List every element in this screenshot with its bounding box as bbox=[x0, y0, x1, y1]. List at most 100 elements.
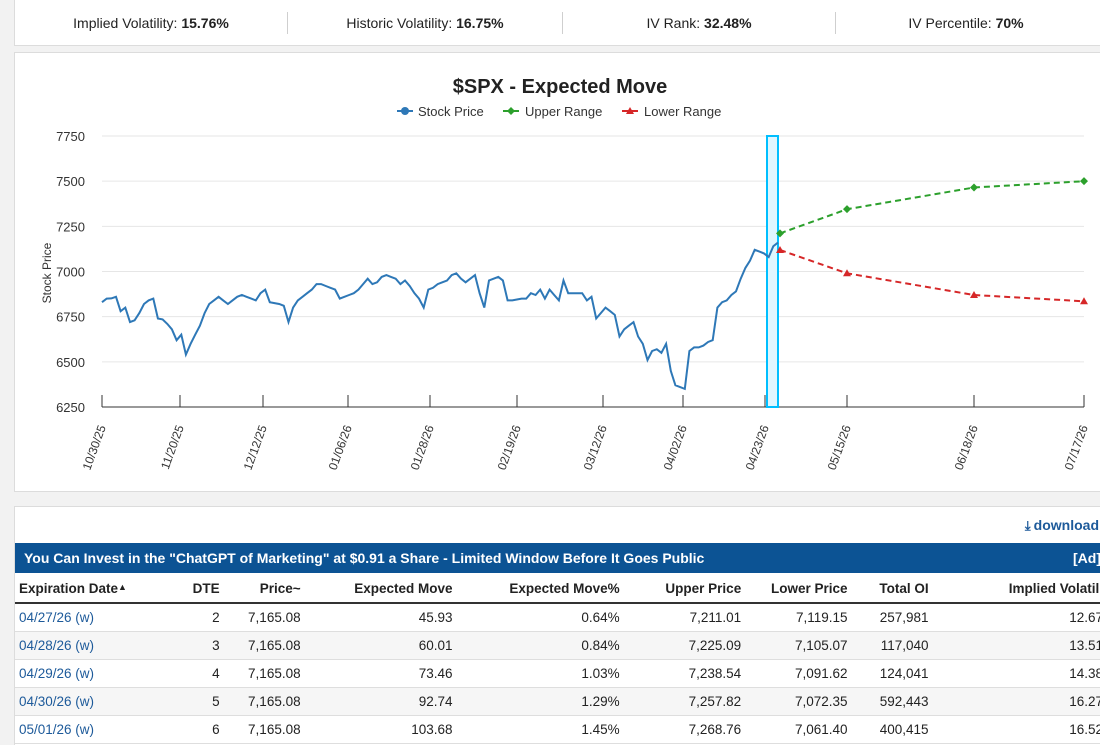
x-tick-label: 04/02/26 bbox=[661, 423, 690, 472]
table-row: 04/30/26 (w) 5 7,165.08 92.74 1.29% 7,257.82 7… bbox=[15, 687, 1100, 716]
download-label: download bbox=[1033, 517, 1099, 533]
col-header-upper-price[interactable]: Upper Price bbox=[619, 575, 742, 604]
x-tick-label: 12/12/25 bbox=[241, 423, 270, 472]
col-header-price[interactable]: Price~ bbox=[219, 575, 301, 604]
upper-range-point bbox=[1080, 177, 1088, 186]
table-header-row: Expiration Date▲ DTE Price~ Expected Mov… bbox=[15, 575, 1100, 604]
stat-value: 32.48% bbox=[704, 14, 752, 31]
stat-iv-percentile: IV Percentile: 70% bbox=[836, 15, 1096, 31]
y-tick-label: 6500 bbox=[56, 355, 85, 370]
lower-range-line bbox=[779, 249, 1085, 303]
legend-marker-lower bbox=[626, 107, 634, 114]
table-cell: 12.67% bbox=[928, 603, 1100, 632]
y-tick-label: 6750 bbox=[56, 310, 85, 325]
table-cell: 1.03% bbox=[452, 659, 620, 688]
x-tick-label: 06/18/26 bbox=[952, 423, 981, 472]
col-header-expected-move-pct[interactable]: Expected Move% bbox=[452, 575, 620, 604]
table-cell: 124,041 bbox=[847, 659, 929, 688]
ad-text: You Can Invest in the "ChatGPT of Market… bbox=[24, 550, 705, 566]
table-row: 05/01/26 (w) 6 7,165.08 103.68 1.45% 7,268.76… bbox=[15, 715, 1100, 744]
stat-value: 15.76% bbox=[181, 14, 229, 31]
expiration-date-link[interactable]: 05/01/26 (w) bbox=[15, 715, 167, 744]
table-row: 04/28/26 (w) 3 7,165.08 60.01 0.84% 7,225.09 7… bbox=[15, 631, 1100, 660]
table-cell: 7,072.35 bbox=[741, 687, 848, 716]
stat-label: Implied Volatility: bbox=[73, 14, 178, 31]
x-axis-ticks: 10/30/25 11/20/25 12/12/25 01/06/26 01/28/26… bbox=[80, 395, 1091, 472]
upper-range-point bbox=[970, 183, 978, 192]
upper-range-point bbox=[843, 205, 851, 214]
y-tick-label: 7000 bbox=[56, 265, 85, 280]
table-cell: 6 bbox=[166, 715, 220, 744]
table-cell: 16.52% bbox=[928, 715, 1100, 744]
table-cell: 16.27% bbox=[928, 687, 1100, 716]
stat-label: Historic Volatility: bbox=[346, 14, 453, 31]
y-axis-ticks: 6250 6500 6750 7000 7250 7500 7750 bbox=[56, 129, 85, 415]
table-cell: 4 bbox=[166, 659, 220, 688]
table-cell: 92.74 bbox=[300, 687, 453, 716]
table-body: 04/27/26 (w) 2 7,165.08 45.93 0.64% 7,211.01 7… bbox=[15, 603, 1100, 744]
x-tick-label: 10/30/25 bbox=[80, 423, 109, 472]
expiration-date-link[interactable]: 04/28/26 (w) bbox=[15, 631, 167, 660]
ad-banner[interactable]: You Can Invest in the "ChatGPT of Market… bbox=[15, 543, 1100, 573]
stat-value: 70% bbox=[995, 14, 1024, 31]
x-tick-label: 11/20/25 bbox=[158, 423, 187, 471]
col-header-total-oi[interactable]: Total OI bbox=[847, 575, 929, 604]
legend-item-lower-range[interactable]: Lower Range bbox=[622, 104, 721, 119]
table-cell: 7,165.08 bbox=[219, 687, 301, 716]
table-row: 04/29/26 (w) 4 7,165.08 73.46 1.03% 7,238.54 7… bbox=[15, 659, 1100, 688]
stat-value: 16.75% bbox=[456, 14, 504, 31]
expiration-date-link[interactable]: 04/29/26 (w) bbox=[15, 659, 167, 688]
table-cell: 7,091.62 bbox=[741, 659, 848, 688]
col-header-expiration-date[interactable]: Expiration Date▲ bbox=[15, 575, 167, 604]
volatility-stats-bar: Implied Volatility: 15.76% Historic Vola… bbox=[14, 0, 1100, 46]
table-cell: 7,119.15 bbox=[741, 603, 848, 632]
legend-label: Stock Price bbox=[418, 104, 484, 119]
x-tick-label: 05/15/26 bbox=[825, 423, 854, 472]
stat-historic-volatility: Historic Volatility: 16.75% bbox=[288, 15, 562, 31]
table-cell: 7,211.01 bbox=[619, 603, 742, 632]
y-tick-label: 6250 bbox=[56, 400, 85, 415]
x-tick-label: 01/06/26 bbox=[326, 423, 355, 472]
table-cell: 7,238.54 bbox=[619, 659, 742, 688]
lower-range-point bbox=[1080, 297, 1088, 305]
stat-label: IV Percentile: bbox=[908, 14, 992, 31]
legend-marker-upper bbox=[507, 107, 515, 115]
table-cell: 13.51% bbox=[928, 631, 1100, 660]
table-cell: 7,225.09 bbox=[619, 631, 742, 660]
table-cell: 0.84% bbox=[452, 631, 620, 660]
col-header-expected-move[interactable]: Expected Move bbox=[300, 575, 453, 604]
table-cell: 45.93 bbox=[300, 603, 453, 632]
expiration-date-link[interactable]: 04/27/26 (w) bbox=[15, 603, 167, 632]
chart-series bbox=[101, 177, 1088, 391]
table-cell: 7,165.08 bbox=[219, 631, 301, 660]
chart-canvas: $SPX - Expected Move Stock Price Upper R… bbox=[40, 76, 1091, 472]
y-axis-title: Stock Price bbox=[40, 242, 54, 303]
x-tick-label: 03/12/26 bbox=[581, 423, 610, 472]
y-tick-label: 7750 bbox=[56, 129, 85, 144]
download-link[interactable]: ⤓ download bbox=[1025, 517, 1099, 534]
col-header-dte[interactable]: DTE bbox=[166, 575, 220, 604]
stat-divider bbox=[287, 11, 288, 34]
table-cell: 14.38% bbox=[928, 659, 1100, 688]
expiration-date-link[interactable]: 04/30/26 (w) bbox=[15, 687, 167, 716]
col-header-implied-volatility[interactable]: Implied Volatility bbox=[928, 575, 1100, 604]
upper-range-line bbox=[779, 180, 1085, 235]
stat-implied-volatility: Implied Volatility: 15.76% bbox=[15, 15, 287, 31]
table-cell: 0.64% bbox=[452, 603, 620, 632]
x-tick-label: 07/17/26 bbox=[1062, 423, 1091, 472]
legend-item-upper-range[interactable]: Upper Range bbox=[503, 104, 602, 119]
chart-legend[interactable]: Stock Price Upper Range Lower Range bbox=[397, 104, 721, 119]
y-tick-label: 7500 bbox=[56, 174, 85, 189]
col-header-lower-price[interactable]: Lower Price bbox=[741, 575, 848, 604]
download-icon: ⤓ bbox=[1024, 518, 1031, 533]
stat-iv-rank: IV Rank: 32.48% bbox=[563, 15, 835, 31]
expected-move-chart: $SPX - Expected Move Stock Price Upper R… bbox=[14, 52, 1100, 492]
x-tick-label: 01/28/26 bbox=[408, 423, 437, 472]
chart-title: $SPX - Expected Move bbox=[453, 76, 668, 98]
expected-move-table: Expiration Date▲ DTE Price~ Expected Mov… bbox=[15, 575, 1100, 744]
legend-item-stock-price[interactable]: Stock Price bbox=[397, 104, 484, 119]
lower-range-point bbox=[776, 246, 784, 254]
table-cell: 103.68 bbox=[300, 715, 453, 744]
ad-tag: [Ad] bbox=[1073, 550, 1100, 566]
stat-divider bbox=[835, 11, 836, 34]
